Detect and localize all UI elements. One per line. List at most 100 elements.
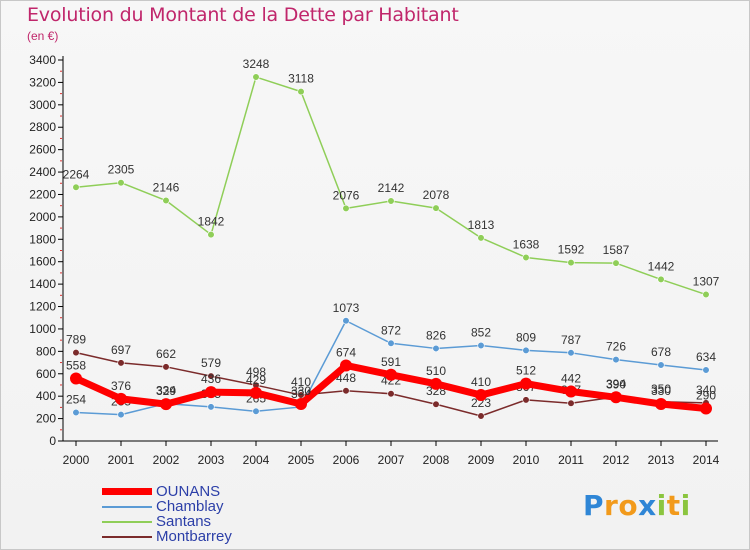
data-point: [657, 361, 665, 369]
data-point: [117, 359, 125, 367]
data-point: [612, 259, 620, 267]
data-label: 2078: [423, 188, 450, 202]
data-point: [655, 398, 667, 411]
data-point: [702, 366, 710, 374]
data-point: [612, 356, 620, 364]
data-point: [252, 407, 260, 415]
y-tick-label: 3000: [29, 98, 56, 112]
data-label: 429: [246, 373, 266, 387]
data-label: 872: [381, 323, 401, 337]
data-label: 1307: [693, 275, 720, 289]
data-label: 809: [516, 330, 536, 344]
y-tick-label: 800: [36, 344, 56, 358]
legend-item-montbarrey: Montbarrey: [102, 529, 232, 544]
data-label: 330: [291, 384, 311, 398]
data-point: [702, 290, 710, 299]
y-tick-label: 2400: [29, 165, 56, 179]
data-point: [160, 398, 172, 411]
data-label: 1073: [333, 301, 360, 315]
data-point: [385, 368, 397, 381]
y-tick-label: 200: [36, 412, 56, 426]
data-point: [387, 197, 395, 205]
x-tick-label: 2004: [243, 453, 270, 467]
x-tick-label: 2006: [333, 453, 360, 467]
data-label: 394: [606, 377, 626, 391]
y-tick-label: 3200: [29, 75, 56, 89]
data-point: [522, 253, 530, 262]
data-point: [342, 204, 350, 212]
data-label: 498: [246, 365, 266, 379]
data-label: 1638: [513, 237, 540, 251]
legend-item-santans: Santans: [102, 514, 232, 529]
x-tick-label: 2003: [198, 453, 225, 467]
y-tick-label: 2600: [29, 143, 56, 157]
legend-label: Montbarrey: [156, 528, 232, 545]
data-point: [117, 411, 125, 419]
data-label: 591: [381, 355, 401, 369]
data-label: 662: [156, 347, 176, 361]
data-point: [700, 402, 712, 415]
data-label: 726: [606, 340, 626, 354]
data-label: 3248: [243, 57, 270, 71]
data-point: [520, 377, 532, 390]
data-point: [252, 73, 260, 81]
data-label: 789: [66, 333, 86, 347]
data-point: [70, 372, 82, 385]
data-point: [207, 403, 215, 411]
chart-title: Evolution du Montant de la Dette par Hab…: [27, 4, 459, 26]
data-label: 340: [696, 383, 716, 397]
x-tick-label: 2007: [378, 453, 405, 467]
y-tick-label: 0: [49, 434, 56, 448]
legend-label: Chamblay: [156, 498, 224, 515]
data-point: [295, 398, 307, 411]
data-label: 2146: [153, 181, 180, 195]
data-label: 678: [651, 345, 671, 359]
data-point: [162, 196, 170, 205]
data-point: [565, 385, 577, 398]
data-label: 390: [606, 377, 626, 391]
x-tick-label: 2012: [603, 453, 630, 467]
data-point: [340, 359, 352, 372]
y-tick-label: 1400: [29, 277, 56, 291]
x-tick-label: 2005: [288, 453, 315, 467]
proxiti-logo: Proxiti: [583, 489, 691, 522]
legend-swatch: [102, 535, 152, 538]
data-point: [475, 389, 487, 402]
data-label: 410: [291, 375, 311, 389]
data-label: 852: [471, 326, 491, 340]
legend-item-ounans: OUNANS: [102, 484, 232, 499]
data-label: 1592: [558, 243, 585, 257]
data-label: 558: [66, 358, 86, 372]
data-label: 1442: [648, 259, 675, 273]
data-point: [387, 339, 395, 347]
data-label: 3118: [288, 72, 314, 86]
y-tick-label: 600: [36, 367, 56, 381]
data-label: 442: [561, 371, 581, 385]
data-label: 634: [696, 350, 716, 364]
data-point: [162, 363, 170, 371]
x-tick-label: 2011: [558, 453, 584, 467]
data-point: [432, 344, 440, 353]
data-point: [430, 377, 442, 390]
data-label: 410: [471, 375, 491, 389]
data-label: 376: [111, 379, 131, 393]
data-point: [477, 412, 485, 420]
data-label: 674: [336, 345, 356, 359]
data-point: [72, 348, 80, 357]
x-tick-label: 2014: [693, 453, 720, 467]
data-point: [522, 346, 530, 354]
data-point: [567, 259, 575, 267]
x-tick-label: 2002: [153, 453, 180, 467]
x-tick-label: 2000: [63, 453, 90, 467]
legend-swatch: [102, 488, 152, 495]
x-tick-label: 2001: [108, 453, 135, 467]
data-point: [297, 88, 305, 96]
data-label: 290: [696, 389, 716, 403]
data-point: [72, 408, 80, 417]
data-point: [342, 387, 350, 395]
data-point: [207, 230, 215, 239]
chart-subtitle: (en €): [27, 29, 59, 43]
y-tick-label: 2200: [29, 187, 56, 201]
y-tick-label: 3400: [29, 53, 56, 67]
data-point: [610, 391, 622, 404]
